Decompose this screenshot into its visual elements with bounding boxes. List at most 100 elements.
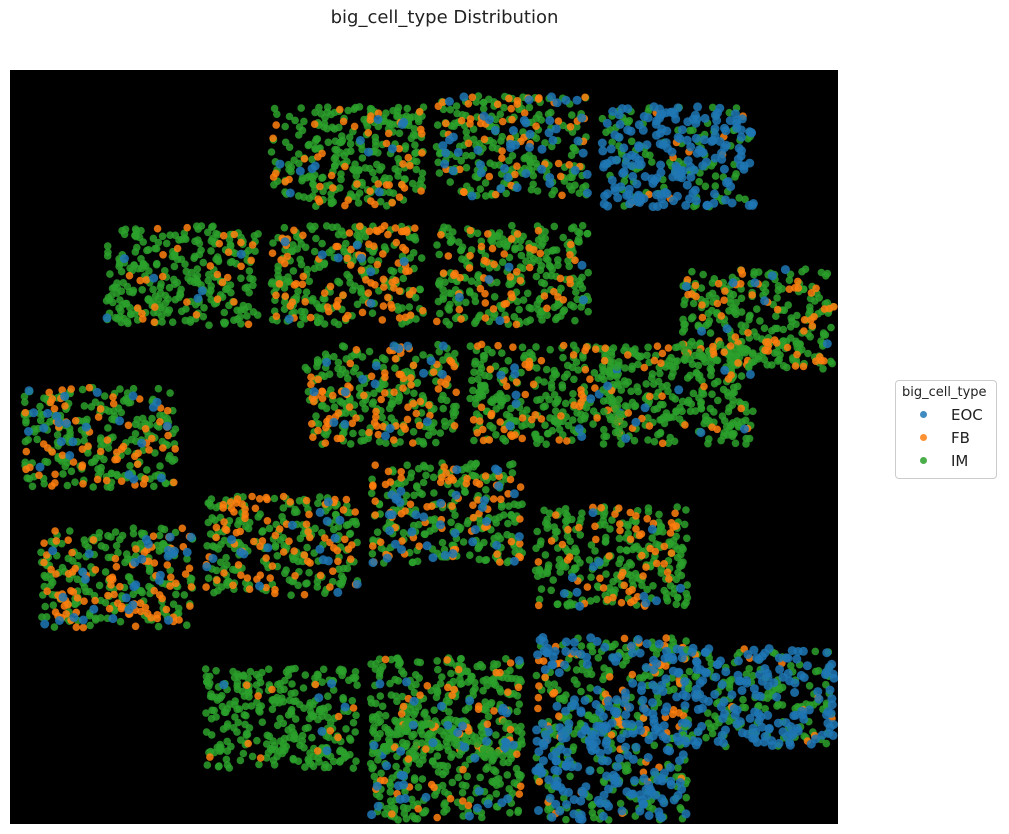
point-im xyxy=(317,402,326,410)
point-im xyxy=(430,525,439,533)
point-im xyxy=(285,112,294,121)
point-fb xyxy=(640,363,649,372)
point-im xyxy=(145,567,154,575)
point-im xyxy=(642,380,650,388)
point-im xyxy=(334,364,342,373)
point-im xyxy=(501,437,510,445)
point-im xyxy=(666,539,675,548)
point-im xyxy=(240,692,249,700)
point-im xyxy=(395,129,404,138)
point-fb xyxy=(302,496,311,505)
point-fb xyxy=(262,583,270,592)
point-eoc xyxy=(537,164,547,174)
point-fb xyxy=(40,558,48,567)
point-im xyxy=(527,185,536,194)
point-eoc xyxy=(355,136,365,145)
point-im xyxy=(569,144,578,152)
point-im xyxy=(337,175,345,184)
point-fb xyxy=(96,447,105,456)
point-im xyxy=(168,252,177,261)
point-im xyxy=(538,316,546,324)
point-im xyxy=(609,398,617,406)
point-eoc xyxy=(736,151,746,161)
point-fb xyxy=(563,556,572,564)
point-im xyxy=(773,294,781,302)
point-im xyxy=(117,267,126,276)
point-im xyxy=(558,381,566,389)
point-eoc xyxy=(131,580,141,590)
point-fb xyxy=(334,712,343,721)
point-fb xyxy=(830,303,838,311)
point-fb xyxy=(40,539,48,547)
point-im xyxy=(300,743,308,752)
point-im xyxy=(242,522,250,531)
point-eoc xyxy=(633,197,642,207)
point-im xyxy=(628,576,637,585)
point-fb xyxy=(79,480,87,488)
point-eoc xyxy=(715,103,725,113)
point-eoc xyxy=(691,133,701,143)
point-im xyxy=(149,285,157,294)
point-im xyxy=(708,103,717,112)
point-im xyxy=(686,407,695,416)
point-fb xyxy=(263,517,272,525)
point-fb xyxy=(437,231,445,239)
point-eoc xyxy=(309,387,319,397)
point-fb xyxy=(300,590,309,599)
point-im xyxy=(482,486,490,494)
point-fb xyxy=(481,289,489,298)
point-im xyxy=(300,704,308,712)
point-im xyxy=(78,385,87,394)
point-im xyxy=(547,384,556,392)
point-fb xyxy=(720,348,728,357)
point-im xyxy=(650,437,659,446)
point-fb xyxy=(374,109,383,117)
point-im xyxy=(474,544,482,553)
point-im xyxy=(151,449,159,457)
point-fb xyxy=(192,311,201,319)
point-fb xyxy=(329,567,337,575)
point-im xyxy=(222,755,231,764)
point-im xyxy=(472,394,480,403)
point-im xyxy=(415,674,424,682)
point-im xyxy=(281,569,289,578)
point-fb xyxy=(387,300,395,309)
point-im xyxy=(20,392,29,401)
point-fb xyxy=(109,399,118,408)
point-eoc xyxy=(54,418,64,428)
point-fb xyxy=(183,298,191,306)
point-im xyxy=(324,138,333,147)
point-im xyxy=(675,562,684,571)
point-im xyxy=(627,387,635,396)
point-im xyxy=(405,303,414,311)
point-im xyxy=(41,602,49,611)
point-eoc xyxy=(599,162,609,172)
point-im xyxy=(716,340,725,349)
point-im xyxy=(111,313,120,322)
point-fb xyxy=(395,370,404,379)
point-eoc xyxy=(496,370,506,380)
point-fb xyxy=(391,355,400,363)
point-fb xyxy=(721,287,729,295)
point-im xyxy=(319,665,328,674)
point-fb xyxy=(334,557,342,566)
point-fb xyxy=(565,161,573,169)
point-fb xyxy=(141,603,150,612)
point-im xyxy=(239,672,248,680)
point-fb xyxy=(213,270,222,279)
point-eoc xyxy=(614,132,624,142)
point-im xyxy=(471,400,480,408)
point-im xyxy=(339,748,348,756)
point-fb xyxy=(374,430,383,439)
point-im xyxy=(111,528,120,536)
point-fb xyxy=(615,504,623,512)
point-fb xyxy=(520,109,529,117)
point-im xyxy=(600,425,608,434)
point-im xyxy=(569,302,578,311)
point-eoc xyxy=(722,324,732,334)
point-fb xyxy=(537,415,546,423)
point-im xyxy=(126,310,135,319)
point-im xyxy=(745,434,754,443)
point-fb xyxy=(800,327,808,335)
point-eoc xyxy=(508,126,518,135)
